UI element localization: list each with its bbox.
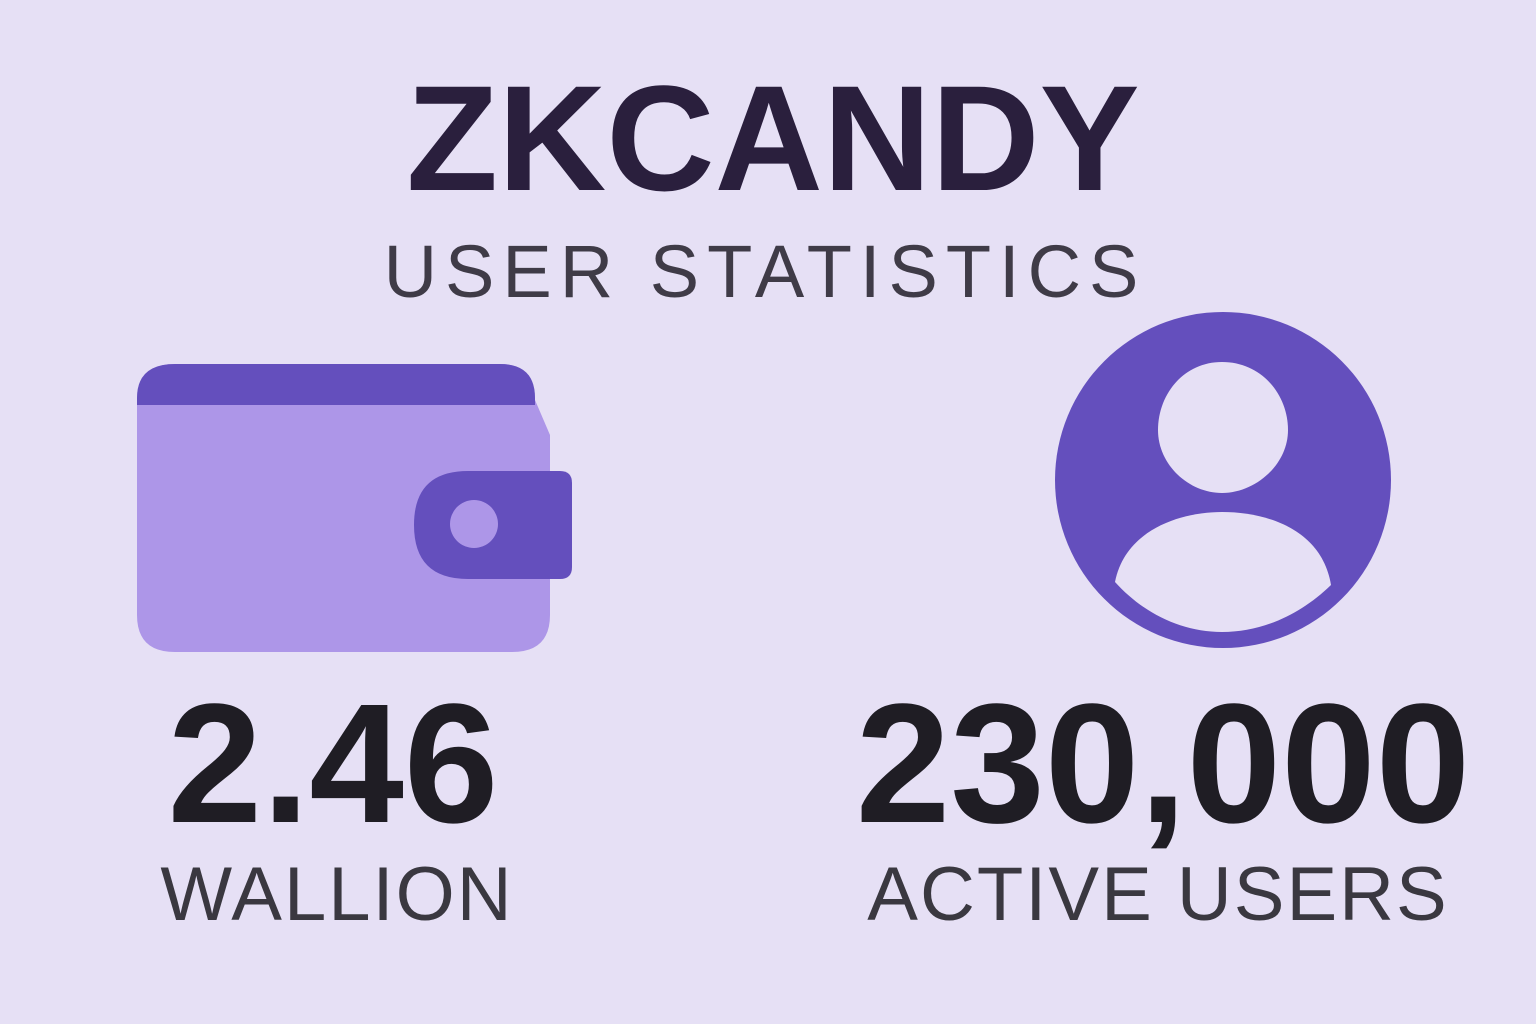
stat-label: WALLION [160,852,513,937]
stat-value: 230,000 [856,669,1471,859]
stat-value: 2.46 [168,669,499,859]
stat-label: ACTIVE USERS [867,852,1448,937]
wallet-icon [137,364,572,652]
subtitle: USER STATISTICS [384,230,1147,313]
title: ZKCANDY [406,54,1139,222]
user-icon [1055,312,1391,648]
